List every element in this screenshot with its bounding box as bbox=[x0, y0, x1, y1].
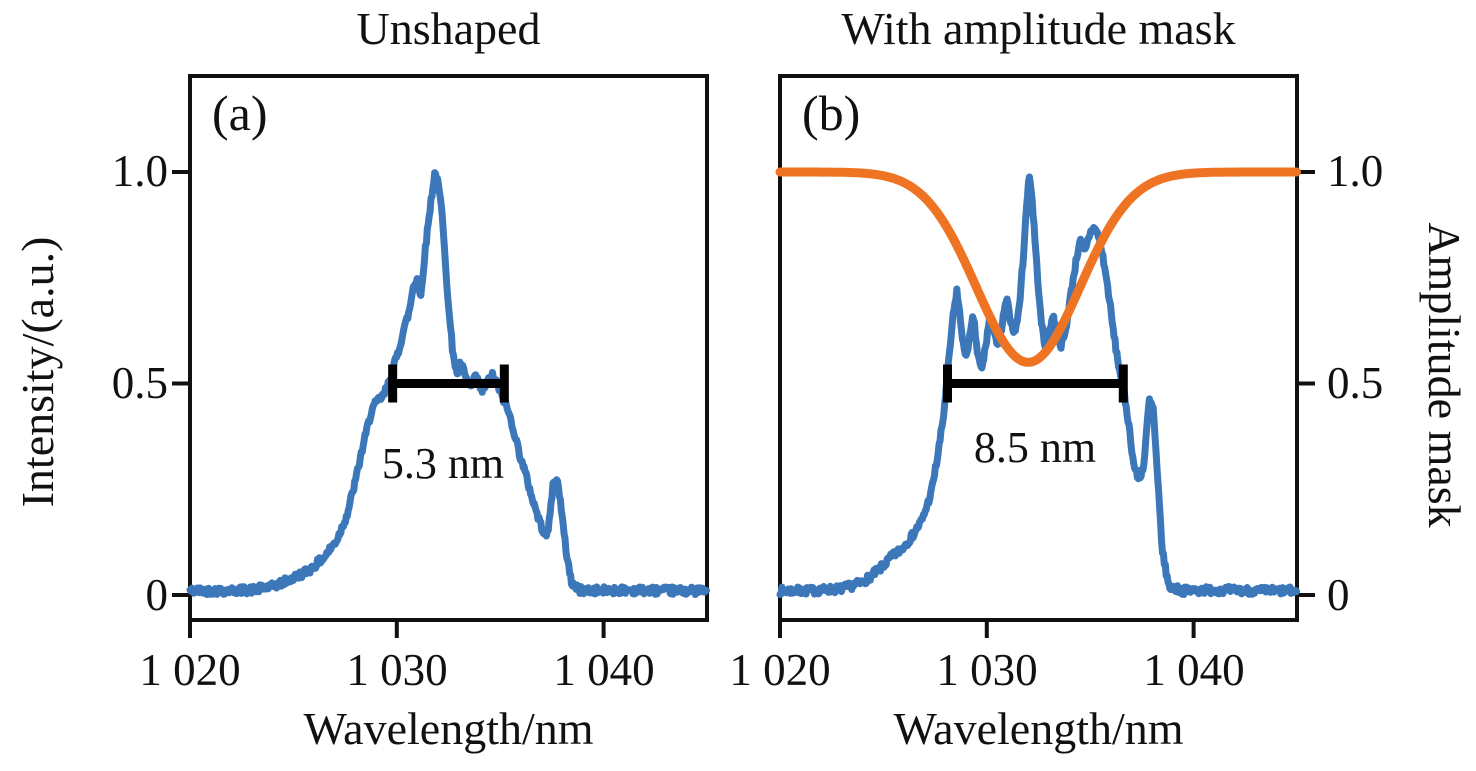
x-axis-label-a: Wavelength/nm bbox=[303, 703, 594, 754]
x-axis-label-b: Wavelength/nm bbox=[893, 703, 1184, 754]
x-tick-a-1040: 1 040 bbox=[553, 645, 655, 695]
x-tick-b-1030: 1 030 bbox=[936, 645, 1038, 695]
x-tick-a-1020: 1 020 bbox=[139, 645, 241, 695]
y-tick-right-0: 0 bbox=[1327, 570, 1350, 620]
x-tick-a-1030: 1 030 bbox=[346, 645, 448, 695]
fwhm-annotation-b: 8.5 nm bbox=[973, 423, 1097, 472]
panel-a-letter: (a) bbox=[212, 85, 268, 141]
panel-b-title: With amplitude mask bbox=[841, 3, 1236, 54]
y-tick-left-0.5: 0.5 bbox=[111, 358, 168, 408]
x-tick-b-1040: 1 040 bbox=[1143, 645, 1245, 695]
fwhm-annotation-a: 5.3 nm bbox=[381, 439, 505, 488]
panel-a-title: Unshaped bbox=[356, 3, 541, 54]
x-tick-b-1020: 1 020 bbox=[729, 645, 831, 695]
y-tick-left-1.0: 1.0 bbox=[111, 146, 168, 196]
panel-b-letter: (b) bbox=[802, 85, 861, 141]
y-tick-left-0: 0 bbox=[145, 570, 169, 620]
y-tick-right-0.5: 0.5 bbox=[1327, 358, 1384, 408]
y-tick-right-1.0: 1.0 bbox=[1327, 146, 1384, 196]
